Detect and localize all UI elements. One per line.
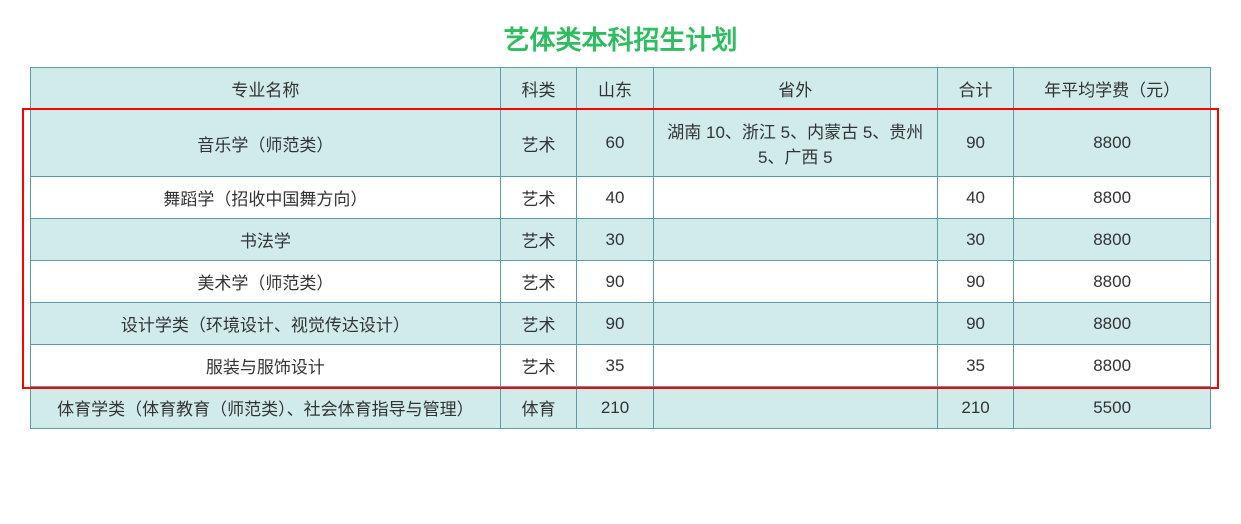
cell-outside (653, 387, 937, 429)
table-row: 美术学（师范类）艺术90908800 (31, 261, 1211, 303)
table-row: 音乐学（师范类）艺术60湖南 10、浙江 5、内蒙古 5、贵州 5、广西 590… (31, 110, 1211, 177)
table-row: 设计学类（环境设计、视觉传达设计）艺术90908800 (31, 303, 1211, 345)
cell-shandong: 35 (577, 345, 653, 387)
cell-total: 90 (937, 261, 1013, 303)
cell-fee: 5500 (1014, 387, 1211, 429)
table-row: 服装与服饰设计艺术35358800 (31, 345, 1211, 387)
cell-outside (653, 345, 937, 387)
col-header-shandong: 山东 (577, 68, 653, 110)
col-header-name: 专业名称 (31, 68, 501, 110)
cell-name: 舞蹈学（招收中国舞方向） (31, 177, 501, 219)
table-row: 书法学艺术30308800 (31, 219, 1211, 261)
table-row: 体育学类（体育教育（师范类）、社会体育指导与管理）体育2102105500 (31, 387, 1211, 429)
col-header-outside: 省外 (653, 68, 937, 110)
cell-outside (653, 177, 937, 219)
cell-category: 艺术 (500, 110, 576, 177)
cell-name: 美术学（师范类） (31, 261, 501, 303)
cell-shandong: 90 (577, 303, 653, 345)
cell-total: 90 (937, 110, 1013, 177)
cell-shandong: 40 (577, 177, 653, 219)
cell-name: 设计学类（环境设计、视觉传达设计） (31, 303, 501, 345)
cell-shandong: 210 (577, 387, 653, 429)
cell-category: 艺术 (500, 303, 576, 345)
cell-category: 艺术 (500, 219, 576, 261)
cell-total: 35 (937, 345, 1013, 387)
cell-fee: 8800 (1014, 261, 1211, 303)
cell-outside (653, 219, 937, 261)
table-row: 舞蹈学（招收中国舞方向）艺术40408800 (31, 177, 1211, 219)
cell-category: 体育 (500, 387, 576, 429)
cell-outside (653, 261, 937, 303)
cell-shandong: 60 (577, 110, 653, 177)
cell-shandong: 90 (577, 261, 653, 303)
cell-fee: 8800 (1014, 177, 1211, 219)
cell-fee: 8800 (1014, 110, 1211, 177)
cell-name: 服装与服饰设计 (31, 345, 501, 387)
table-body: 音乐学（师范类）艺术60湖南 10、浙江 5、内蒙古 5、贵州 5、广西 590… (31, 110, 1211, 429)
cell-category: 艺术 (500, 261, 576, 303)
cell-fee: 8800 (1014, 303, 1211, 345)
col-header-category: 科类 (500, 68, 576, 110)
cell-fee: 8800 (1014, 219, 1211, 261)
cell-total: 40 (937, 177, 1013, 219)
cell-total: 30 (937, 219, 1013, 261)
cell-fee: 8800 (1014, 345, 1211, 387)
cell-category: 艺术 (500, 177, 576, 219)
cell-outside (653, 303, 937, 345)
cell-total: 210 (937, 387, 1013, 429)
cell-shandong: 30 (577, 219, 653, 261)
col-header-total: 合计 (937, 68, 1013, 110)
cell-name: 体育学类（体育教育（师范类）、社会体育指导与管理） (31, 387, 501, 429)
table-header-row: 专业名称 科类 山东 省外 合计 年平均学费（元） (31, 68, 1211, 110)
cell-name: 音乐学（师范类） (31, 110, 501, 177)
page-title: 艺体类本科招生计划 (30, 20, 1211, 57)
cell-total: 90 (937, 303, 1013, 345)
table-wrapper: 专业名称 科类 山东 省外 合计 年平均学费（元） 音乐学（师范类）艺术60湖南… (30, 67, 1211, 429)
cell-outside: 湖南 10、浙江 5、内蒙古 5、贵州 5、广西 5 (653, 110, 937, 177)
col-header-fee: 年平均学费（元） (1014, 68, 1211, 110)
enrollment-table: 专业名称 科类 山东 省外 合计 年平均学费（元） 音乐学（师范类）艺术60湖南… (30, 67, 1211, 429)
cell-category: 艺术 (500, 345, 576, 387)
cell-name: 书法学 (31, 219, 501, 261)
